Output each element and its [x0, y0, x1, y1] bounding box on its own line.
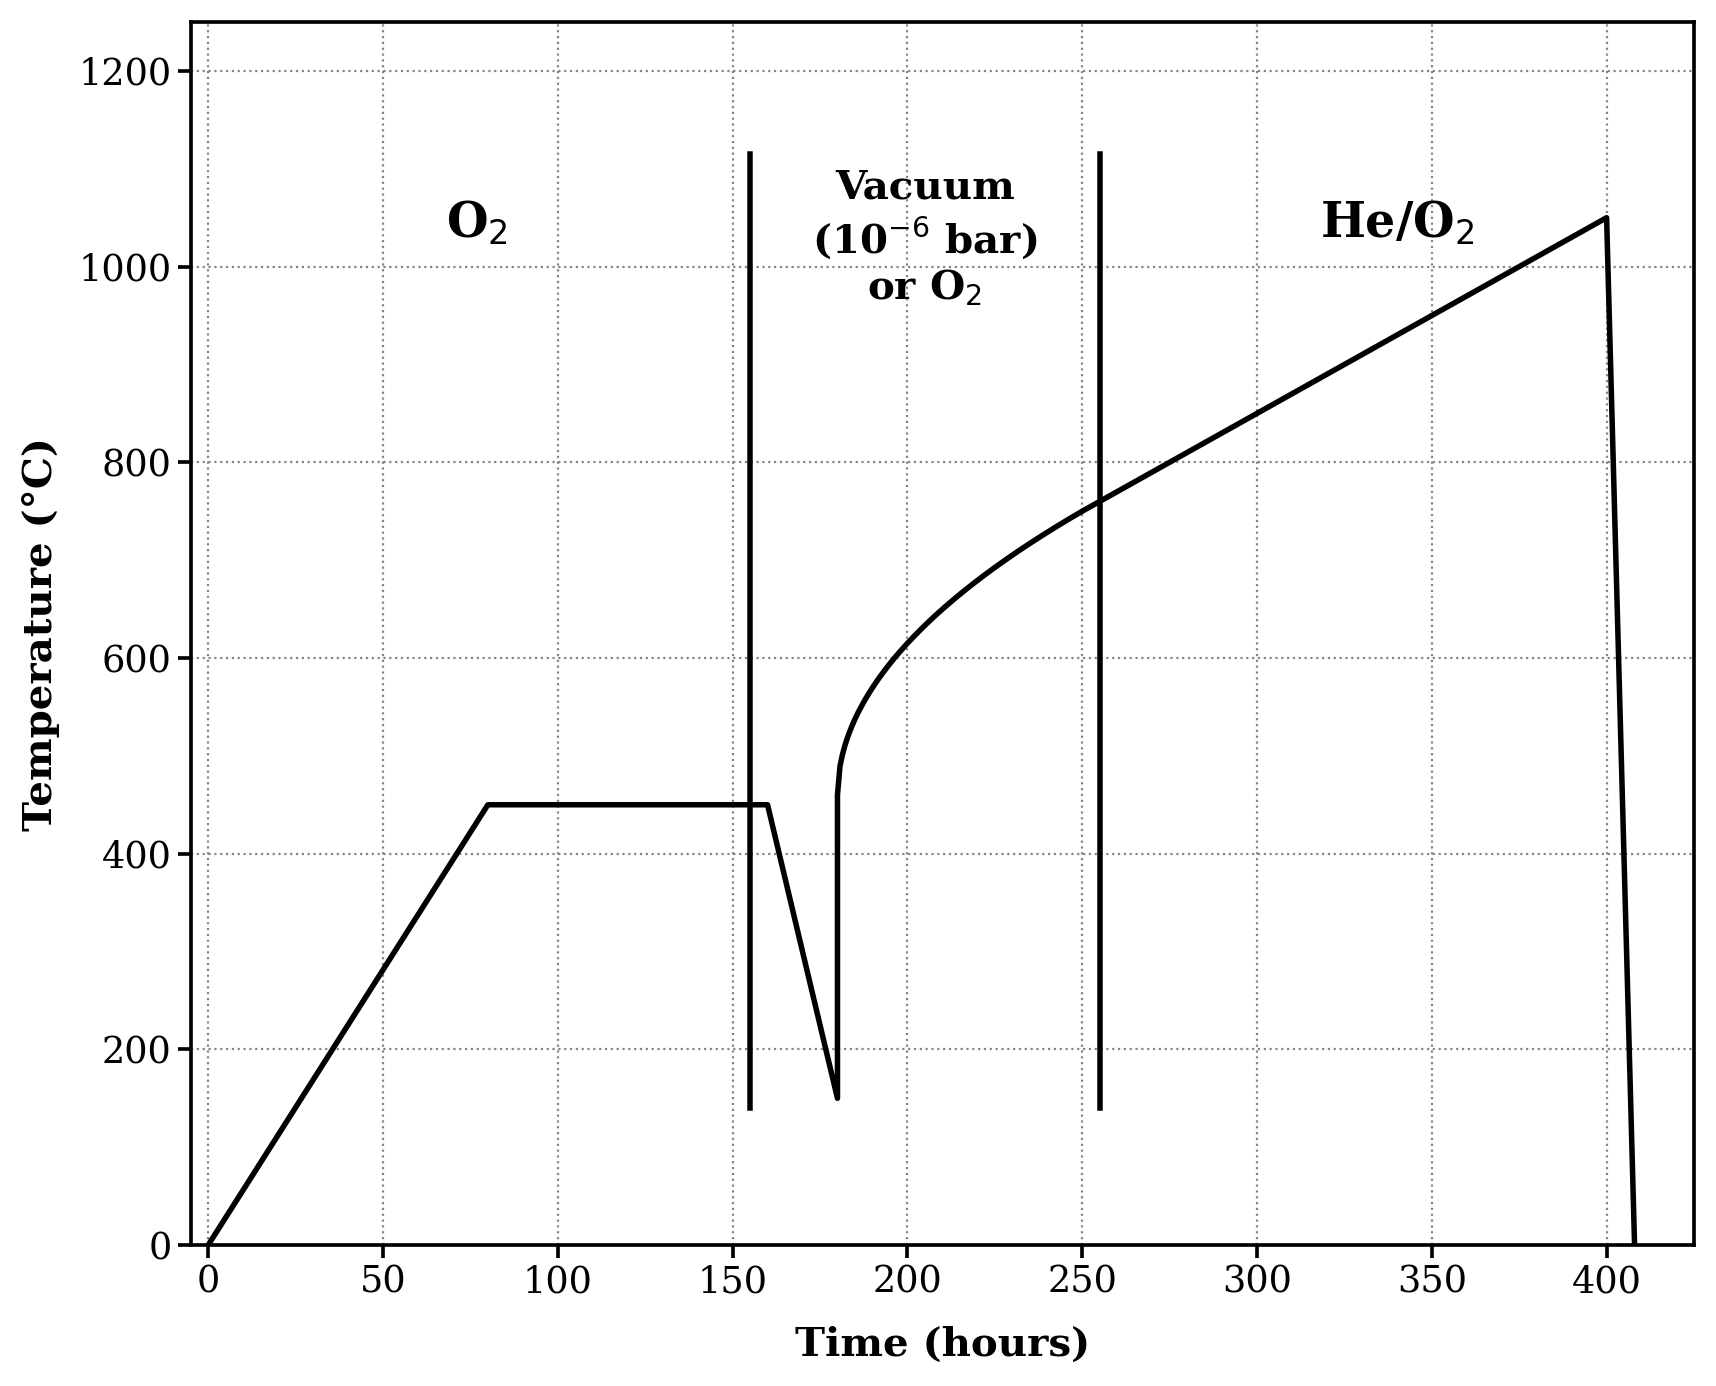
Text: Vacuum
(10$^{-6}$ bar)
or O$_2$: Vacuum (10$^{-6}$ bar) or O$_2$	[812, 169, 1038, 308]
Text: O$_2$: O$_2$	[446, 198, 508, 247]
X-axis label: Time (hours): Time (hours)	[795, 1326, 1090, 1364]
Text: He/O$_2$: He/O$_2$	[1320, 198, 1474, 247]
Y-axis label: Temperature (°C): Temperature (°C)	[22, 437, 60, 830]
